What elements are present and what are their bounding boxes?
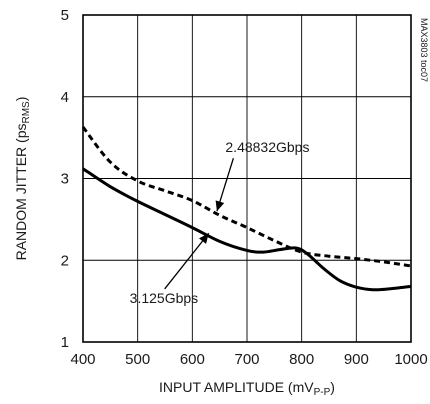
y-tick-label-3: 3 <box>61 171 69 188</box>
series-line-2-48832gbps <box>81 126 412 268</box>
y-tick-label-5: 5 <box>61 7 69 24</box>
x-axis-label: INPUT AMPLITUDE (mVP-P) <box>159 379 335 398</box>
figure-code: MAX3803 toc07 <box>419 18 429 82</box>
x-tick-label-800: 800 <box>289 351 314 368</box>
annotation-label-3-125gbps: 3.125Gbps <box>130 290 199 306</box>
y-tick-label-4: 4 <box>61 89 69 106</box>
annotation-arrow-1 <box>164 232 210 290</box>
series-line-3-125gbps <box>82 167 412 292</box>
y-tick-label-2: 2 <box>61 252 69 269</box>
annotation-arrows <box>164 157 235 290</box>
x-tick-label-900: 900 <box>344 351 369 368</box>
x-tick-label-1000: 1000 <box>394 351 427 368</box>
x-tick-label-700: 700 <box>234 351 259 368</box>
plot-frame <box>82 14 412 343</box>
x-tick-label-500: 500 <box>125 351 150 368</box>
y-tick-label-1: 1 <box>61 334 69 351</box>
annotation-arrowhead-1 <box>198 233 209 244</box>
y-axis-label: RANDOM JITTER (psRMS) <box>13 97 32 261</box>
tick-labels: 400 500 600 700 800 900 1000 1 2 3 4 5 <box>61 7 428 368</box>
annotation-arrowhead-0 <box>215 200 225 212</box>
annotation-label-2-48832gbps: 2.48832Gbps <box>225 139 309 155</box>
series-group <box>81 126 412 292</box>
x-tick-label-600: 600 <box>180 351 205 368</box>
x-tick-label-400: 400 <box>70 351 95 368</box>
